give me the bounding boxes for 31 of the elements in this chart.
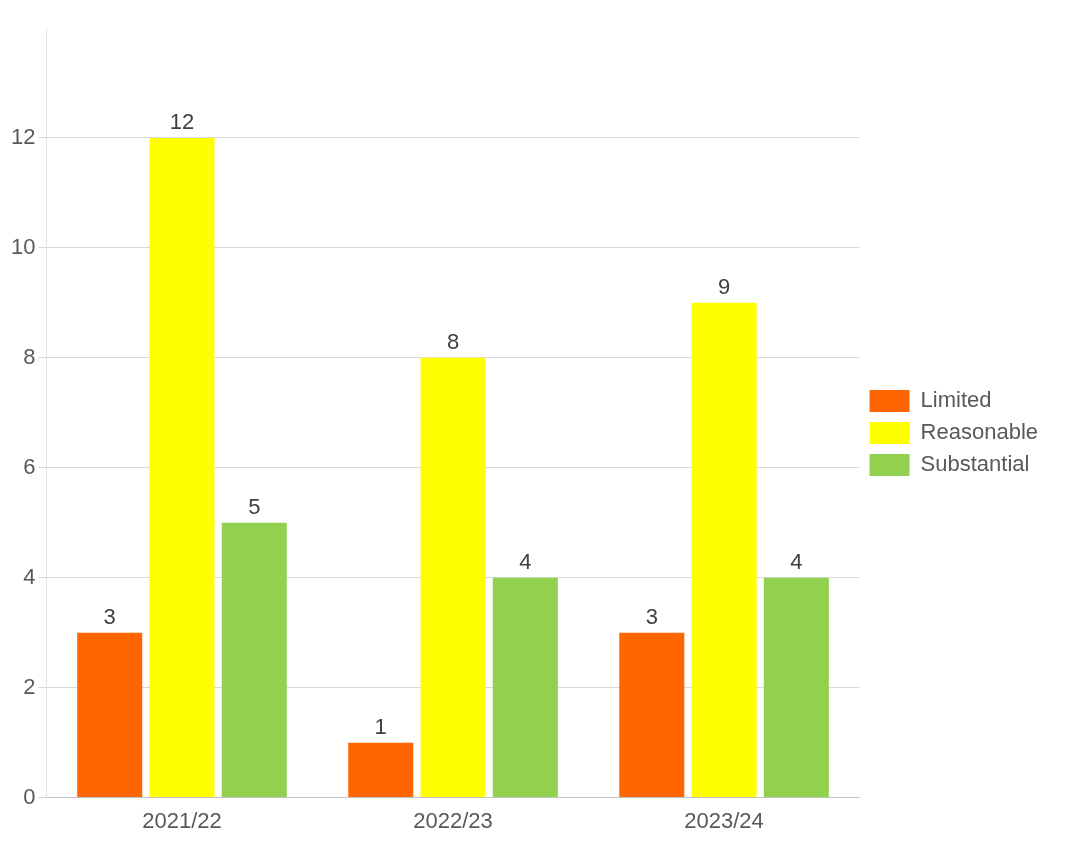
data-label: 5: [248, 493, 261, 519]
x-tick-label: 2021/22: [142, 807, 222, 833]
bar: [619, 632, 685, 798]
y-tick-label: 12: [10, 124, 36, 150]
bar: [77, 632, 143, 798]
data-label: 3: [103, 603, 116, 629]
bar: [492, 577, 558, 798]
data-label: 9: [717, 273, 731, 299]
y-tick-label: 2: [23, 673, 36, 699]
bar: [420, 357, 486, 798]
data-label: 4: [790, 548, 803, 574]
data-label: 1: [374, 713, 387, 739]
bar: [763, 577, 829, 798]
bar: [348, 742, 414, 798]
y-tick-label: 6: [23, 453, 36, 479]
x-tick-label: 2023/24: [684, 807, 764, 833]
legend-label: Limited: [920, 387, 992, 413]
x-tick-label: 2022/23: [413, 807, 493, 833]
data-label: 4: [519, 548, 532, 574]
bar: [221, 522, 287, 798]
y-tick-label: 8: [23, 343, 36, 369]
data-label: 3: [645, 603, 658, 629]
data-label: 8: [446, 328, 460, 354]
bar: [691, 302, 757, 798]
data-label: 12: [169, 109, 195, 135]
legend-label: Reasonable: [920, 419, 1039, 445]
bar: [149, 137, 215, 798]
y-tick-label: 0: [23, 783, 36, 809]
y-tick-label: 4: [23, 563, 36, 589]
legend-label: Substantial: [920, 451, 1030, 477]
y-tick-label: 10: [10, 233, 36, 259]
